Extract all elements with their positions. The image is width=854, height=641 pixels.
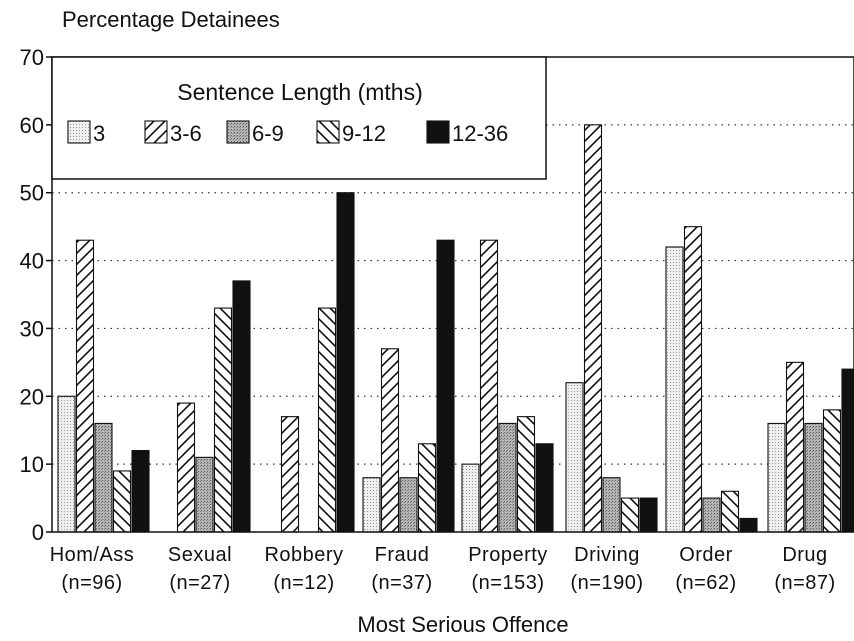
category-n-label: (n=153) xyxy=(472,572,545,594)
y-tick-label: 50 xyxy=(20,181,44,206)
bar-robbery-12-36 xyxy=(336,192,355,533)
category-n-label: (n=96) xyxy=(61,572,122,594)
bar-driving-6-9 xyxy=(602,477,621,533)
bar-fraud-12-36 xyxy=(436,239,455,533)
legend-box xyxy=(51,56,547,180)
y-axis-ticks: 0 10 20 30 40 50 60 70 xyxy=(20,45,52,545)
bar-hom-ass-12-36 xyxy=(131,450,150,533)
bar-driving-9-12 xyxy=(620,497,640,533)
y-axis-title: Percentage Detainees xyxy=(62,7,280,32)
legend-title: Sentence Length (mths) xyxy=(177,79,422,105)
category-n-label: (n=190) xyxy=(571,572,644,594)
category-label: Sexual xyxy=(168,544,232,566)
bar-fraud-3-6 xyxy=(380,348,400,533)
legend-label-3-6: 3-6 xyxy=(170,121,202,146)
bar-order-3-6 xyxy=(683,226,703,533)
bar-order-12-36 xyxy=(739,517,758,533)
bar-hom-ass-3-6 xyxy=(75,239,95,533)
bar-sexual-3-6 xyxy=(176,402,196,533)
bar-hom-ass-9-12 xyxy=(112,470,132,533)
legend: Sentence Length (mths) 3 3-6 6-9 9-12 12-36 xyxy=(51,56,547,180)
bar-hom-ass-3 xyxy=(57,395,76,533)
bar-driving-3-6 xyxy=(583,124,603,533)
category-label: Order xyxy=(679,544,733,566)
legend-label-3: 3 xyxy=(93,121,105,146)
bar-property-3-6 xyxy=(479,239,499,533)
y-tick-label: 10 xyxy=(20,452,44,477)
bar-property-6-9 xyxy=(498,422,517,533)
legend-swatch-3-6 xyxy=(144,120,168,144)
y-tick-label: 20 xyxy=(20,384,44,409)
bar-property-9-12 xyxy=(516,416,536,533)
bar-order-3 xyxy=(665,246,684,533)
category-label: Drug xyxy=(782,544,827,566)
category-n-label: (n=87) xyxy=(774,572,835,594)
bar-robbery-9-12 xyxy=(317,307,337,533)
y-tick-label: 0 xyxy=(32,520,44,545)
legend-swatch-6-9 xyxy=(226,120,250,144)
bar-driving-12-36 xyxy=(639,497,658,533)
y-tick-label: 60 xyxy=(20,113,44,138)
x-axis-title: Most Serious Offence xyxy=(357,612,568,637)
bar-sexual-6-9 xyxy=(195,456,214,533)
category-label: Property xyxy=(468,544,548,566)
bar-property-3 xyxy=(461,463,480,533)
bar-fraud-3 xyxy=(362,477,381,533)
bar-drug-9-12 xyxy=(822,409,842,533)
bar-fraud-9-12 xyxy=(417,443,437,533)
bar-drug-3-6 xyxy=(785,361,805,533)
legend-label-9-12: 9-12 xyxy=(342,121,386,146)
legend-items: 3 3-6 6-9 9-12 12-36 xyxy=(67,120,508,146)
y-tick-label: 40 xyxy=(20,249,44,274)
bar-hom-ass-6-9 xyxy=(94,422,113,533)
category-n-label: (n=37) xyxy=(371,572,432,594)
category-n-label: (n=12) xyxy=(273,572,334,594)
bar-order-9-12 xyxy=(720,490,740,533)
bar-robbery-3-6 xyxy=(280,416,300,533)
legend-swatch-9-12 xyxy=(316,120,340,144)
category-label: Robbery xyxy=(264,544,343,566)
bars-group xyxy=(57,124,854,533)
category-label: Fraud xyxy=(375,544,430,566)
bar-drug-12-36 xyxy=(841,368,854,533)
bar-sexual-12-36 xyxy=(232,280,251,533)
category-label: Driving xyxy=(574,544,640,566)
category-n-label: (n=62) xyxy=(675,572,736,594)
bar-fraud-6-9 xyxy=(399,477,418,533)
bar-drug-6-9 xyxy=(804,422,823,533)
bar-order-6-9 xyxy=(702,497,721,533)
bar-property-12-36 xyxy=(535,443,554,533)
category-label: Hom/Ass xyxy=(50,544,135,566)
bar-driving-3 xyxy=(565,382,584,533)
y-tick-label: 70 xyxy=(20,45,44,70)
x-axis-labels: Hom/Ass (n=96) Sexual (n=27) Robbery (n=12) Fr… xyxy=(50,544,836,594)
y-tick-label: 30 xyxy=(20,316,44,341)
bar-drug-3 xyxy=(767,422,786,533)
category-n-label: (n=27) xyxy=(169,572,230,594)
bar-sexual-9-12 xyxy=(213,307,233,533)
legend-swatch-3 xyxy=(67,120,91,144)
legend-label-6-9: 6-9 xyxy=(252,121,284,146)
legend-label-12-36: 12-36 xyxy=(452,121,508,146)
legend-swatch-12-36 xyxy=(426,120,450,144)
